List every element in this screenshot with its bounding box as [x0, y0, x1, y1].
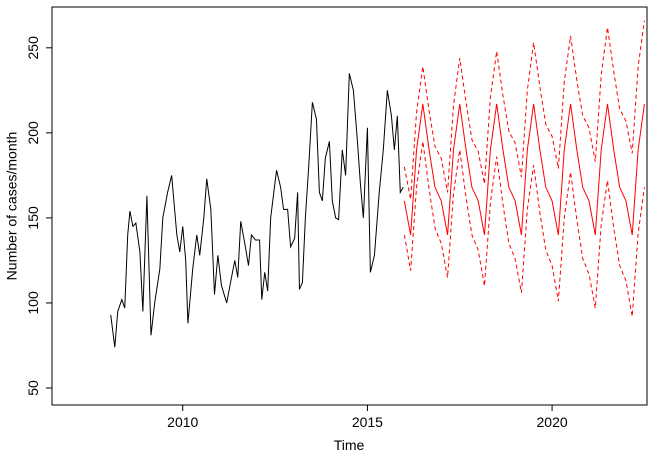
series-line [403, 103, 645, 236]
interval-line [403, 141, 645, 317]
x-axis-title: Time [334, 437, 365, 452]
series-line [110, 73, 404, 348]
y-tick-label: 150 [25, 206, 41, 230]
y-tick-label: 250 [25, 36, 41, 60]
x-tick-label: 2010 [167, 414, 198, 430]
x-tick-label: 2015 [352, 414, 383, 430]
y-tick-label: 50 [25, 380, 41, 396]
y-axis-title: Number of cases/month [4, 132, 20, 281]
y-tick-label: 200 [25, 121, 41, 145]
x-tick-label: 2020 [537, 414, 568, 430]
y-tick-label: 100 [25, 291, 41, 315]
interval-line [403, 20, 645, 200]
plot-box [51, 6, 648, 406]
